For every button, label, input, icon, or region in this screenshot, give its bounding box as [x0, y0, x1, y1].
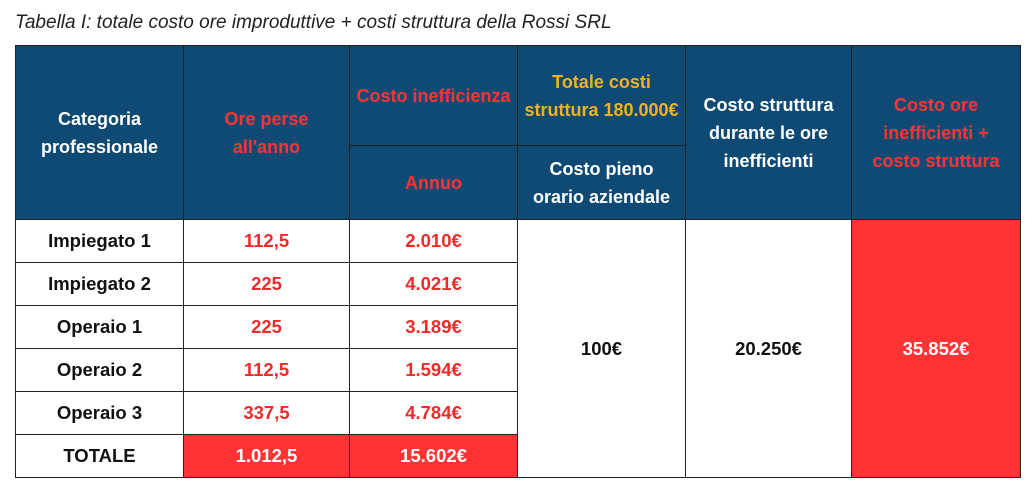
- merged-costo-pieno: 100€: [517, 219, 686, 478]
- row-ore: 225: [183, 262, 350, 306]
- row-categoria: Operaio 2: [15, 348, 184, 392]
- total-label: TOTALE: [15, 434, 184, 478]
- row-categoria: Operaio 1: [15, 305, 184, 349]
- row-categoria: Operaio 3: [15, 391, 184, 435]
- header-totale-costi-struttura: Totale costi struttura 180.000€: [517, 45, 686, 146]
- header-annuo: Annuo: [349, 145, 518, 220]
- merged-costo-struttura: 20.250€: [685, 219, 852, 478]
- row-ore: 225: [183, 305, 350, 349]
- total-ore: 1.012,5: [183, 434, 350, 478]
- header-ore-perse: Ore perse all'anno: [183, 45, 350, 220]
- row-annuo: 4.021€: [349, 262, 518, 306]
- row-annuo: 3.189€: [349, 305, 518, 349]
- row-annuo: 1.594€: [349, 348, 518, 392]
- row-ore: 112,5: [183, 219, 350, 263]
- row-annuo: 2.010€: [349, 219, 518, 263]
- row-ore: 337,5: [183, 391, 350, 435]
- header-costo-inefficienza: Costo inefficienza: [349, 45, 518, 146]
- merged-costo-totale: 35.852€: [851, 219, 1021, 478]
- row-categoria: Impiegato 1: [15, 219, 184, 263]
- row-categoria: Impiegato 2: [15, 262, 184, 306]
- row-annuo: 4.784€: [349, 391, 518, 435]
- header-categoria: Categoria professionale: [15, 45, 184, 220]
- table-caption: Tabella I: totale costo ore improduttive…: [15, 12, 612, 33]
- cost-table: Categoria professionale Ore perse all'an…: [15, 45, 1021, 478]
- header-costo-pieno-orario: Costo pieno orario aziendale: [517, 145, 686, 220]
- row-ore: 112,5: [183, 348, 350, 392]
- header-costo-struttura-ore: Costo struttura durante le ore inefficie…: [685, 45, 852, 220]
- header-costo-ore-inefficienti: Costo ore inefficienti + costo struttura: [851, 45, 1021, 220]
- total-annuo: 15.602€: [349, 434, 518, 478]
